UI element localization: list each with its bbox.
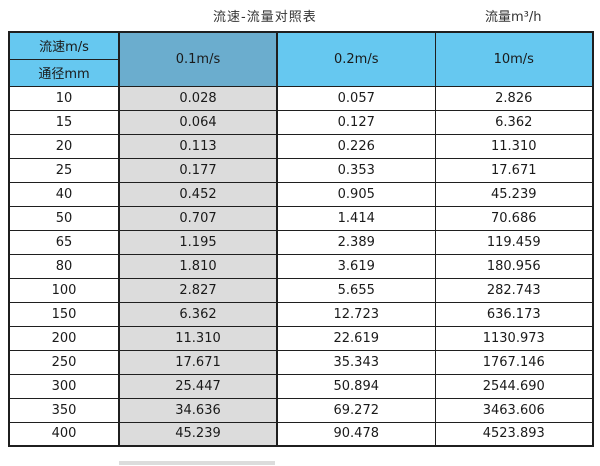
diameter-cell: 20 bbox=[8, 133, 120, 159]
flow-value-cell: 2.389 bbox=[276, 229, 436, 255]
flow-value-cell: 12.723 bbox=[276, 301, 436, 327]
diameter-cell: 25 bbox=[8, 157, 120, 183]
corner-cell-velocity: 流速m/s bbox=[8, 31, 120, 60]
flow-value-cell: 6.362 bbox=[118, 301, 278, 327]
flow-value-cell: 2.827 bbox=[118, 277, 278, 303]
flow-value-cell: 2.826 bbox=[434, 85, 594, 111]
highlight-column-tail bbox=[119, 461, 275, 465]
flow-value-cell: 1767.146 bbox=[434, 349, 594, 375]
diameter-cell: 50 bbox=[8, 205, 120, 231]
flow-value-cell: 636.173 bbox=[434, 301, 594, 327]
flow-value-cell: 22.619 bbox=[276, 325, 436, 351]
flow-value-cell: 1.195 bbox=[118, 229, 278, 255]
diameter-cell: 400 bbox=[8, 421, 120, 447]
diameter-cell: 40 bbox=[8, 181, 120, 207]
flow-value-cell: 11.310 bbox=[118, 325, 278, 351]
table-row: 20 0.113 0.226 11.310 bbox=[8, 133, 594, 159]
flow-value-cell: 0.127 bbox=[276, 109, 436, 135]
table-row: 350 34.636 69.272 3463.606 bbox=[8, 397, 594, 423]
flow-value-cell: 0.057 bbox=[276, 85, 436, 111]
diameter-cell: 300 bbox=[8, 373, 120, 399]
flow-value-cell: 90.478 bbox=[276, 421, 436, 447]
flow-value-cell: 1.414 bbox=[276, 205, 436, 231]
table-row: 80 1.810 3.619 180.956 bbox=[8, 253, 594, 279]
velocity-column-header: 0.2m/s bbox=[276, 31, 436, 87]
diameter-cell: 350 bbox=[8, 397, 120, 423]
table-row: 100 2.827 5.655 282.743 bbox=[8, 277, 594, 303]
flow-rate-table: 流速m/s 0.1m/s 0.2m/s 10m/s 通径mm 10 0.028 0.… bbox=[8, 31, 594, 447]
flow-unit-label: 流量m³/h bbox=[485, 10, 542, 25]
flow-value-cell: 70.686 bbox=[434, 205, 594, 231]
flow-value-cell: 2544.690 bbox=[434, 373, 594, 399]
diameter-cell: 150 bbox=[8, 301, 120, 327]
flow-value-cell: 45.239 bbox=[118, 421, 278, 447]
table-row: 10 0.028 0.057 2.826 bbox=[8, 85, 594, 111]
title-bar: 流速-流量对照表 流量m³/h bbox=[0, 0, 600, 30]
flow-value-cell: 25.447 bbox=[118, 373, 278, 399]
flow-value-cell: 11.310 bbox=[434, 133, 594, 159]
flow-value-cell: 0.177 bbox=[118, 157, 278, 183]
flow-value-cell: 35.343 bbox=[276, 349, 436, 375]
flow-value-cell: 0.113 bbox=[118, 133, 278, 159]
flow-value-cell: 69.272 bbox=[276, 397, 436, 423]
flow-value-cell: 1130.973 bbox=[434, 325, 594, 351]
flow-value-cell: 0.707 bbox=[118, 205, 278, 231]
diameter-cell: 250 bbox=[8, 349, 120, 375]
flow-value-cell: 282.743 bbox=[434, 277, 594, 303]
table-row: 150 6.362 12.723 636.173 bbox=[8, 301, 594, 327]
flow-value-cell: 4523.893 bbox=[434, 421, 594, 447]
table-row: 15 0.064 0.127 6.362 bbox=[8, 109, 594, 135]
flow-value-cell: 0.028 bbox=[118, 85, 278, 111]
diameter-cell: 65 bbox=[8, 229, 120, 255]
diameter-cell: 10 bbox=[8, 85, 120, 111]
flow-value-cell: 0.905 bbox=[276, 181, 436, 207]
diameter-cell: 200 bbox=[8, 325, 120, 351]
header-row-bottom: 通径mm bbox=[8, 58, 593, 87]
flow-value-cell: 50.894 bbox=[276, 373, 436, 399]
corner-cell-diameter: 通径mm bbox=[8, 58, 120, 87]
table-row: 300 25.447 50.894 2544.690 bbox=[8, 373, 594, 399]
table-row: 250 17.671 35.343 1767.146 bbox=[8, 349, 594, 375]
flow-value-cell: 17.671 bbox=[434, 157, 594, 183]
flow-value-cell: 119.459 bbox=[434, 229, 594, 255]
flow-value-cell: 6.362 bbox=[434, 109, 594, 135]
velocity-column-header: 0.1m/s bbox=[118, 31, 278, 87]
table-row: 400 45.239 90.478 4523.893 bbox=[8, 421, 594, 447]
flow-value-cell: 45.239 bbox=[434, 181, 594, 207]
diameter-cell: 100 bbox=[8, 277, 120, 303]
velocity-column-header: 10m/s bbox=[434, 31, 594, 87]
flow-value-cell: 0.353 bbox=[276, 157, 436, 183]
table-row: 40 0.452 0.905 45.239 bbox=[8, 181, 594, 207]
flow-value-cell: 3463.606 bbox=[434, 397, 594, 423]
table-body: 10 0.028 0.057 2.826 15 0.064 0.127 6.362 20 0.11… bbox=[8, 85, 594, 447]
header-row-top: 流速m/s 0.1m/s 0.2m/s 10m/s bbox=[8, 31, 594, 87]
flow-value-cell: 0.064 bbox=[118, 109, 278, 135]
flow-value-cell: 0.226 bbox=[276, 133, 436, 159]
table-row: 200 11.310 22.619 1130.973 bbox=[8, 325, 594, 351]
flow-value-cell: 0.452 bbox=[118, 181, 278, 207]
page-title: 流速-流量对照表 bbox=[213, 10, 317, 25]
diameter-cell: 15 bbox=[8, 109, 120, 135]
flow-value-cell: 5.655 bbox=[276, 277, 436, 303]
flow-value-cell: 17.671 bbox=[118, 349, 278, 375]
flow-value-cell: 3.619 bbox=[276, 253, 436, 279]
table-row: 65 1.195 2.389 119.459 bbox=[8, 229, 594, 255]
table-row: 25 0.177 0.353 17.671 bbox=[8, 157, 594, 183]
flow-value-cell: 1.810 bbox=[118, 253, 278, 279]
table-row: 50 0.707 1.414 70.686 bbox=[8, 205, 594, 231]
diameter-cell: 80 bbox=[8, 253, 120, 279]
flow-value-cell: 180.956 bbox=[434, 253, 594, 279]
flow-value-cell: 34.636 bbox=[118, 397, 278, 423]
